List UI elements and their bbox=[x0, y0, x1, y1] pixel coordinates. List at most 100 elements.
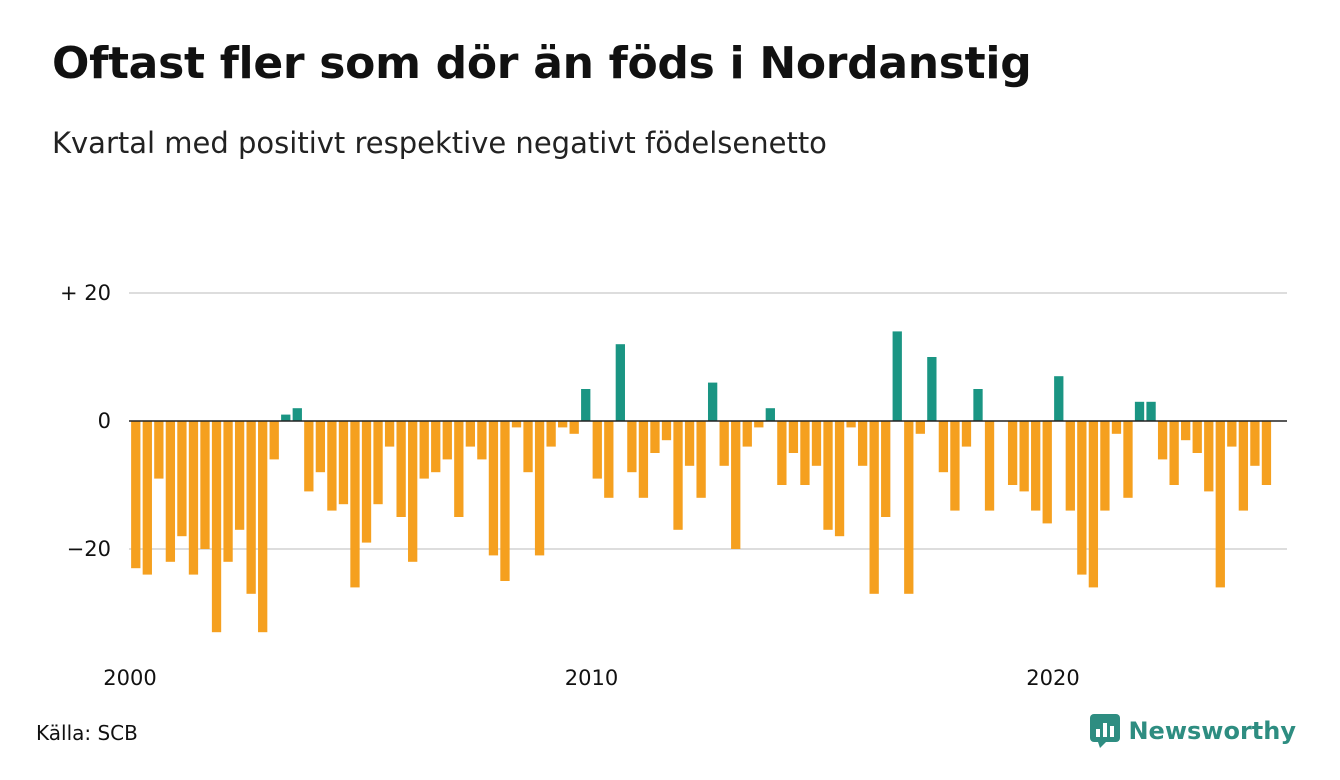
bar bbox=[1261, 421, 1272, 485]
bar bbox=[661, 421, 672, 441]
bar bbox=[811, 421, 822, 466]
bar bbox=[1250, 421, 1260, 466]
bar bbox=[592, 421, 602, 479]
x-tick-label: 2000 bbox=[103, 666, 156, 690]
bar bbox=[246, 421, 256, 594]
bar bbox=[788, 421, 799, 453]
brand-logo: Newsworthy bbox=[1090, 714, 1296, 748]
bars bbox=[131, 331, 1272, 633]
bar bbox=[915, 421, 925, 434]
bar bbox=[731, 421, 741, 549]
bar bbox=[546, 421, 556, 447]
bar bbox=[777, 421, 787, 485]
x-axis-tick-labels: 2000 2010 2020 bbox=[103, 666, 1079, 690]
bar bbox=[304, 421, 314, 492]
x-tick-label: 2020 bbox=[1026, 666, 1079, 690]
chart-title: Oftast fler som dör än föds i Nordanstig bbox=[52, 38, 1032, 89]
bar bbox=[142, 421, 152, 575]
bar bbox=[177, 421, 187, 537]
bar bbox=[431, 421, 441, 473]
chart-subtitle: Kvartal med positivt respektive negativt… bbox=[52, 126, 827, 160]
bar bbox=[258, 421, 268, 633]
bar bbox=[1169, 421, 1179, 485]
bar bbox=[523, 421, 533, 473]
bar bbox=[1100, 421, 1110, 511]
bar bbox=[800, 421, 810, 485]
bar bbox=[1111, 421, 1122, 434]
bar bbox=[719, 421, 729, 466]
bar bbox=[465, 421, 476, 447]
y-tick-label: −20 bbox=[67, 537, 111, 561]
bar bbox=[1157, 421, 1168, 460]
bar bbox=[223, 421, 233, 562]
bar bbox=[211, 421, 222, 633]
bar bbox=[1181, 421, 1191, 441]
bar bbox=[638, 421, 649, 498]
bar bbox=[361, 421, 372, 543]
bar bbox=[604, 421, 614, 498]
bar bbox=[1215, 421, 1225, 588]
bar bbox=[869, 421, 879, 594]
bar bbox=[569, 421, 579, 434]
bar bbox=[534, 421, 545, 556]
bar bbox=[673, 421, 683, 530]
bar bbox=[1227, 421, 1237, 447]
y-tick-label: 0 bbox=[98, 409, 111, 433]
bar bbox=[477, 421, 487, 460]
bar bbox=[281, 414, 291, 421]
bar bbox=[1042, 421, 1052, 524]
bar-chart: + 20 0 −20 2000 2010 2020 bbox=[60, 281, 1287, 690]
bar bbox=[754, 421, 764, 428]
bar bbox=[292, 408, 302, 421]
bar bbox=[742, 421, 752, 447]
bar bbox=[188, 421, 199, 575]
bar bbox=[350, 421, 360, 588]
bar bbox=[1088, 421, 1099, 588]
bar bbox=[696, 421, 706, 498]
bar bbox=[1065, 421, 1075, 511]
bar bbox=[1031, 421, 1041, 511]
bar bbox=[615, 344, 625, 421]
bar bbox=[384, 421, 395, 447]
bar bbox=[938, 421, 949, 473]
bar bbox=[950, 421, 960, 511]
bar bbox=[154, 421, 164, 479]
bar bbox=[269, 421, 279, 460]
bar bbox=[765, 408, 775, 421]
bar bbox=[857, 421, 868, 466]
bar bbox=[846, 421, 856, 428]
bar bbox=[315, 421, 326, 473]
bar bbox=[1192, 421, 1202, 453]
bar bbox=[131, 421, 141, 569]
bar bbox=[581, 389, 591, 421]
bar bbox=[1054, 376, 1064, 421]
bar bbox=[511, 421, 522, 428]
bar bbox=[1123, 421, 1133, 498]
bar bbox=[1238, 421, 1249, 511]
bar bbox=[419, 421, 429, 479]
bar bbox=[892, 331, 902, 421]
bar bbox=[1204, 421, 1214, 492]
bar bbox=[834, 421, 845, 537]
bar bbox=[973, 389, 983, 421]
bar bbox=[1007, 421, 1018, 485]
bar bbox=[500, 421, 510, 581]
bar bbox=[200, 421, 210, 549]
bar bbox=[234, 421, 245, 530]
bar bbox=[684, 421, 695, 466]
bar bbox=[327, 421, 337, 511]
bar bbox=[927, 357, 937, 421]
bar bbox=[984, 421, 995, 511]
newsworthy-logo-icon bbox=[1090, 714, 1121, 748]
bar bbox=[558, 421, 568, 428]
x-tick-label: 2010 bbox=[565, 666, 618, 690]
bar bbox=[707, 382, 718, 421]
bar bbox=[823, 421, 833, 530]
y-axis-tick-labels: + 20 0 −20 bbox=[60, 281, 111, 561]
brand-name: Newsworthy bbox=[1128, 717, 1296, 745]
bar bbox=[1019, 421, 1029, 492]
bar bbox=[454, 421, 464, 517]
bar bbox=[650, 421, 660, 453]
bar bbox=[338, 421, 349, 505]
bar bbox=[442, 421, 452, 460]
